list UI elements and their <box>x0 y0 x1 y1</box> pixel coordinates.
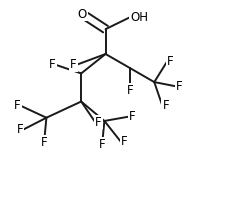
Text: F: F <box>70 58 76 71</box>
Text: O: O <box>77 8 87 21</box>
Text: F: F <box>162 99 168 112</box>
Text: F: F <box>120 135 127 148</box>
Text: F: F <box>49 58 55 71</box>
Text: F: F <box>126 84 133 97</box>
Text: F: F <box>176 80 182 93</box>
Text: F: F <box>166 55 173 68</box>
Text: F: F <box>128 110 135 123</box>
Text: OH: OH <box>129 11 147 24</box>
Text: F: F <box>98 138 105 151</box>
Text: F: F <box>16 123 23 136</box>
Text: F: F <box>14 99 21 112</box>
Text: F: F <box>95 116 101 129</box>
Text: F: F <box>41 136 47 149</box>
